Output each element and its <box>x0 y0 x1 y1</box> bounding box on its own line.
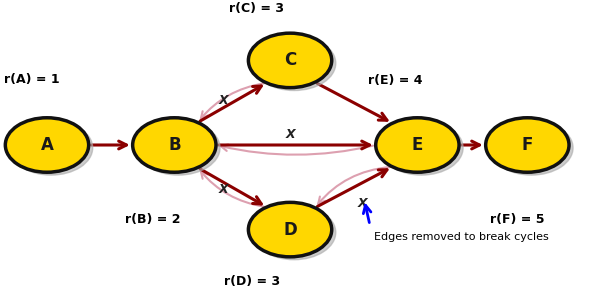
Ellipse shape <box>133 118 216 172</box>
Text: Edges removed to break cycles: Edges removed to break cycles <box>374 232 549 242</box>
Text: r(A) = 1: r(A) = 1 <box>4 72 59 86</box>
Text: A: A <box>41 136 53 154</box>
Text: r(C) = 3: r(C) = 3 <box>229 2 284 15</box>
Ellipse shape <box>249 202 332 257</box>
Text: r(D) = 3: r(D) = 3 <box>224 275 279 288</box>
Text: E: E <box>411 136 423 154</box>
Text: B: B <box>168 136 181 154</box>
Text: D: D <box>283 221 297 239</box>
Text: r(F) = 5: r(F) = 5 <box>490 213 544 226</box>
Ellipse shape <box>249 33 332 88</box>
Text: X: X <box>358 197 367 210</box>
Ellipse shape <box>490 121 573 175</box>
Ellipse shape <box>137 121 220 175</box>
Ellipse shape <box>252 36 336 90</box>
Text: X: X <box>218 183 229 196</box>
Ellipse shape <box>376 118 459 172</box>
Ellipse shape <box>252 205 336 260</box>
Text: r(B) = 2: r(B) = 2 <box>125 213 181 226</box>
Text: F: F <box>522 136 533 154</box>
Text: r(E) = 4: r(E) = 4 <box>368 74 423 87</box>
Text: X: X <box>218 94 229 107</box>
Ellipse shape <box>9 121 93 175</box>
Text: C: C <box>284 51 296 69</box>
Ellipse shape <box>379 121 463 175</box>
Ellipse shape <box>5 118 89 172</box>
Text: X: X <box>285 128 295 142</box>
Ellipse shape <box>485 118 569 172</box>
